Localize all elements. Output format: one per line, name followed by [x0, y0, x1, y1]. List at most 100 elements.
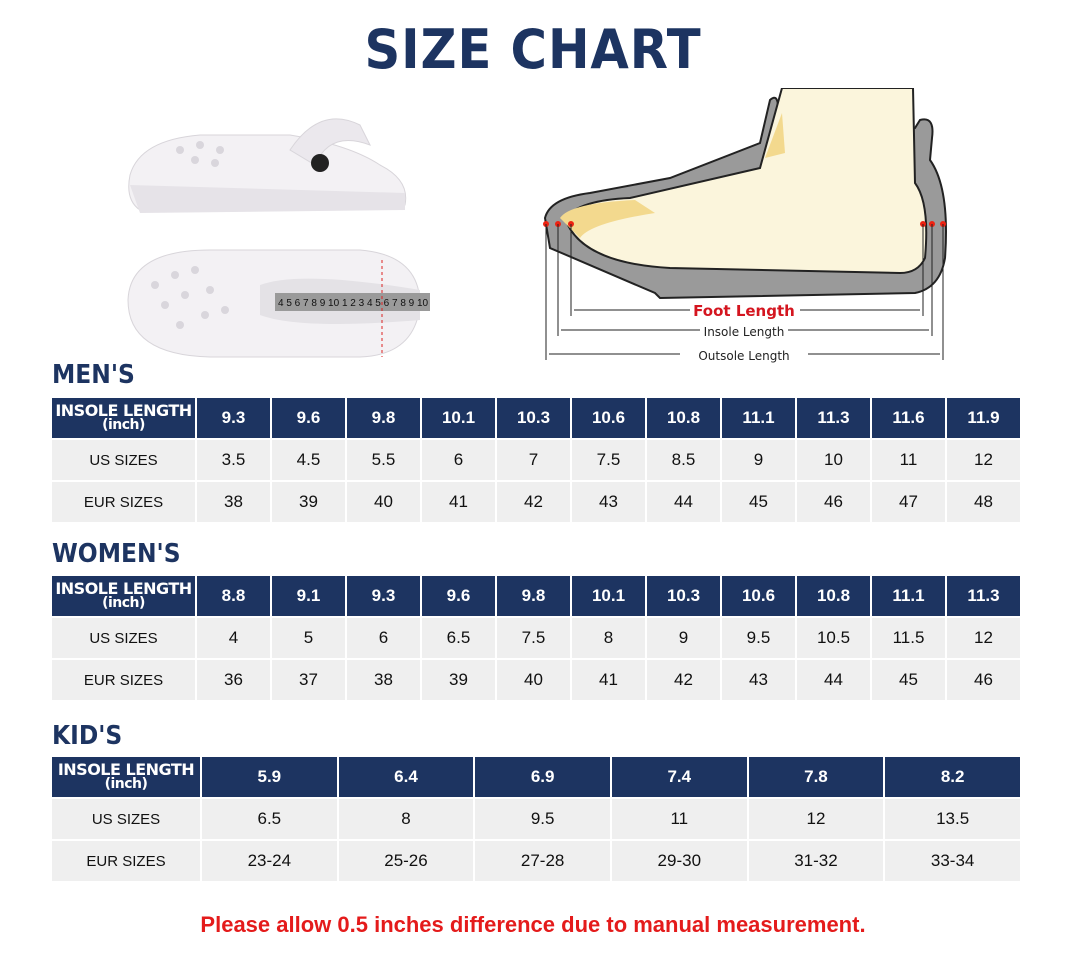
insole-cell: 7.8	[748, 757, 884, 797]
eur-row-label: EUR SIZES	[52, 482, 195, 522]
insole-label: INSOLE LENGTH	[55, 401, 192, 420]
insole-label: INSOLE LENGTH	[57, 760, 195, 779]
eur-cell: 45	[722, 482, 795, 522]
eur-cell: 23-24	[202, 841, 337, 881]
kids-size-table: INSOLE LENGTH (inch) 5.9 6.4 6.9 7.4 7.8 8.2 US …	[50, 755, 1022, 883]
insole-cell: 11.6	[872, 398, 945, 438]
us-cell: 11	[611, 799, 747, 839]
eur-cell: 44	[797, 660, 870, 700]
eur-cell: 31-32	[748, 841, 884, 881]
us-cell: 5	[272, 618, 345, 658]
insole-cell: 6.4	[338, 757, 474, 797]
insole-cell: 11.1	[722, 398, 795, 438]
eur-cell: 27-28	[475, 841, 610, 881]
us-cell: 8.5	[647, 440, 720, 480]
insole-cell: 10.3	[647, 576, 720, 616]
us-cell: 4.5	[272, 440, 345, 480]
us-cell: 12	[947, 440, 1020, 480]
us-cell: 11.5	[872, 618, 945, 658]
us-cell: 9	[722, 440, 795, 480]
insole-cell: 9.8	[497, 576, 570, 616]
eur-row-label: EUR SIZES	[52, 841, 200, 881]
insole-cell: 10.8	[797, 576, 870, 616]
us-cell: 8	[338, 799, 474, 839]
us-cell: 8	[572, 618, 645, 658]
us-cell: 7	[497, 440, 570, 480]
eur-cell: 40	[347, 482, 420, 522]
us-cell: 12	[748, 799, 884, 839]
eur-cell: 29-30	[611, 841, 747, 881]
insole-cell: 10.6	[572, 398, 645, 438]
us-cell: 4	[197, 618, 270, 658]
mens-size-table: INSOLE LENGTH (inch) 9.3 9.6 9.8 10.1 10.3 10.6…	[50, 396, 1022, 524]
eur-cell: 40	[497, 660, 570, 700]
insole-row-label: INSOLE LENGTH (inch)	[52, 398, 195, 438]
eur-cell: 42	[647, 660, 720, 700]
us-cell: 5.5	[347, 440, 420, 480]
us-cell: 3.5	[197, 440, 270, 480]
us-row-label: US SIZES	[52, 618, 195, 658]
insole-row: INSOLE LENGTH (inch) 8.8 9.1 9.3 9.6 9.8 10.1 10…	[52, 576, 1020, 616]
insole-cell: 9.6	[422, 576, 495, 616]
eur-cell: 46	[797, 482, 870, 522]
womens-section-title: WOMEN'S	[52, 539, 181, 569]
eur-cell: 25-26	[338, 841, 474, 881]
unit-label: (inch)	[102, 417, 145, 433]
eur-cell: 48	[947, 482, 1020, 522]
us-cell: 6	[347, 618, 420, 658]
us-cell: 9	[647, 618, 720, 658]
us-row: US SIZES 3.5 4.5 5.5 6 7 7.5 8.5 9 10 11 12	[52, 440, 1020, 480]
measurement-note: Please allow 0.5 inches difference due t…	[200, 912, 866, 937]
eur-cell: 43	[572, 482, 645, 522]
eur-cell: 39	[422, 660, 495, 700]
outsole-length-label: Outsole Length	[698, 349, 789, 363]
insole-cell: 11.9	[947, 398, 1020, 438]
insole-cell: 10.8	[647, 398, 720, 438]
insole-cell: 11.3	[797, 398, 870, 438]
insole-cell: 10.3	[497, 398, 570, 438]
foot-measurement-diagram: Foot Length Insole Length Outsole Length	[543, 88, 947, 363]
insole-label: INSOLE LENGTH	[55, 579, 192, 598]
eur-cell: 36	[197, 660, 270, 700]
insole-row-label: INSOLE LENGTH (inch)	[52, 576, 195, 616]
us-cell: 7.5	[497, 618, 570, 658]
eur-cell: 44	[647, 482, 720, 522]
tape-measure-digits: 4 5 6 7 8 9 10 1 2 3 4 5 6 7 8 9 10	[278, 298, 429, 309]
insole-cell: 5.9	[202, 757, 337, 797]
us-cell: 9.5	[722, 618, 795, 658]
us-cell: 6	[422, 440, 495, 480]
us-cell: 6.5	[202, 799, 337, 839]
page-title: SIZE CHART	[364, 18, 702, 81]
eur-row-label: EUR SIZES	[52, 660, 195, 700]
unit-label: (inch)	[104, 776, 148, 792]
eur-cell: 39	[272, 482, 345, 522]
us-row: US SIZES 4 5 6 6.5 7.5 8 9 9.5 10.5 11.5 12	[52, 618, 1020, 658]
us-cell: 13.5	[885, 799, 1020, 839]
insole-row: INSOLE LENGTH (inch) 5.9 6.4 6.9 7.4 7.8 8.2	[52, 757, 1020, 797]
us-row: US SIZES 6.5 8 9.5 11 12 13.5	[52, 799, 1020, 839]
insole-cell: 11.1	[872, 576, 945, 616]
insole-cell: 9.1	[272, 576, 345, 616]
insole-cell: 8.8	[197, 576, 270, 616]
us-row-label: US SIZES	[52, 440, 195, 480]
eur-cell: 38	[347, 660, 420, 700]
insole-row-label: INSOLE LENGTH (inch)	[52, 757, 200, 797]
insole-cell: 6.9	[475, 757, 610, 797]
insole-cell: 10.6	[722, 576, 795, 616]
eur-row: EUR SIZES 38 39 40 41 42 43 44 45 46 47 48	[52, 482, 1020, 522]
eur-cell: 45	[872, 660, 945, 700]
unit-label: (inch)	[102, 595, 145, 611]
insole-cell: 9.3	[197, 398, 270, 438]
foot-length-label: Foot Length	[693, 302, 795, 320]
eur-cell: 47	[872, 482, 945, 522]
clog-top-image: 4 5 6 7 8 9 10 1 2 3 4 5 6 7 8 9 10	[127, 249, 430, 358]
insole-cell: 10.1	[572, 576, 645, 616]
us-cell: 11	[872, 440, 945, 480]
eur-cell: 41	[572, 660, 645, 700]
insole-cell: 11.3	[947, 576, 1020, 616]
insole-cell: 8.2	[885, 757, 1020, 797]
mens-section-title: MEN'S	[52, 360, 135, 390]
kids-section-title: KID'S	[52, 721, 123, 751]
insole-row: INSOLE LENGTH (inch) 9.3 9.6 9.8 10.1 10.3 10.6…	[52, 398, 1020, 438]
womens-size-table: INSOLE LENGTH (inch) 8.8 9.1 9.3 9.6 9.8 10.1 10…	[50, 574, 1022, 702]
